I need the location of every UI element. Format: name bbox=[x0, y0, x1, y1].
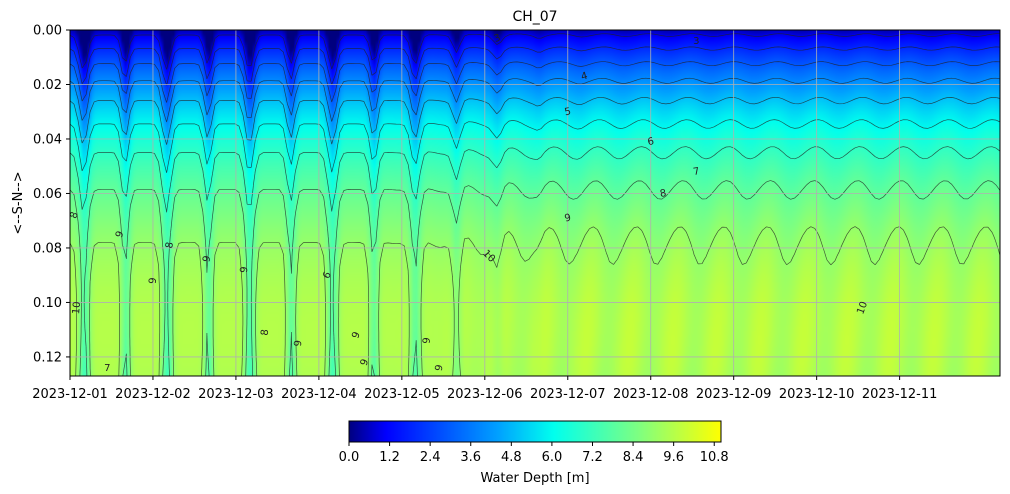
x-tick-label: 2023-12-08 bbox=[613, 387, 689, 402]
x-axis: 2023-12-01 2023-12-02 2023-12-03 2023-12-04… bbox=[32, 376, 937, 402]
contour-line-3 bbox=[70, 61, 1000, 103]
colorbar-tick-label: 3.6 bbox=[460, 450, 481, 465]
grid-lines bbox=[70, 30, 1000, 376]
y-tick-label: 0.08 bbox=[33, 241, 62, 256]
contour-line-2 bbox=[70, 46, 1000, 86]
colorbar-ticks: 0.0 1.2 2.4 3.6 4.8 6.0 7.2 8.4 9.6 10.8 bbox=[339, 442, 729, 465]
contour-label: 4 bbox=[580, 71, 589, 83]
x-tick-label: 2023-12-06 bbox=[447, 387, 523, 402]
y-tick-label: 0.10 bbox=[33, 296, 62, 311]
contour-label: 5 bbox=[564, 106, 573, 118]
colorbar-tick-label: 6.0 bbox=[542, 450, 563, 465]
y-axis: 0.00 0.02 0.04 0.06 0.08 0.10 0.12 bbox=[33, 24, 70, 365]
colorbar-label: Water Depth [m] bbox=[480, 471, 589, 486]
colorbar-tick-label: 4.8 bbox=[501, 450, 522, 465]
contour-label: 8 bbox=[659, 188, 667, 200]
x-tick-label: 2023-12-07 bbox=[530, 387, 606, 402]
contour-label: 3 bbox=[693, 36, 699, 47]
contour-label: 9 bbox=[293, 340, 305, 347]
contour-label: 9 bbox=[434, 364, 446, 372]
colorbar-tick-label: 8.4 bbox=[623, 450, 644, 465]
contour-label: 7 bbox=[692, 166, 700, 178]
contour-label: 9 bbox=[201, 255, 213, 263]
contour-label: 9 bbox=[421, 337, 433, 344]
x-tick-label: 2023-12-01 bbox=[32, 387, 108, 402]
contour-label: 8 bbox=[68, 211, 81, 221]
colorbar-tick-label: 9.6 bbox=[663, 450, 684, 465]
y-tick-label: 0.12 bbox=[33, 350, 62, 365]
contour-label: 9 bbox=[564, 212, 573, 224]
colorbar-tick-label: 0.0 bbox=[339, 450, 360, 465]
x-tick-label: 2023-12-04 bbox=[281, 387, 357, 402]
colorbar-tick-label: 7.2 bbox=[582, 450, 603, 465]
colorbar-tick-label: 2.4 bbox=[420, 450, 441, 465]
x-tick-label: 2023-12-02 bbox=[115, 387, 191, 402]
colorbar-gradient bbox=[348, 420, 722, 443]
y-tick-label: 0.00 bbox=[33, 24, 62, 39]
contour-line-5 bbox=[70, 96, 1000, 145]
contour-line-6 bbox=[70, 119, 1000, 173]
contour-lines bbox=[70, 33, 1000, 376]
contour-label: 9 bbox=[350, 330, 363, 340]
contour-line-1 bbox=[70, 33, 1000, 70]
colorbar-tick-label: 1.2 bbox=[379, 450, 400, 465]
contour-label: 3 bbox=[493, 32, 503, 45]
contour-label: 9 bbox=[239, 266, 251, 273]
y-tick-label: 0.02 bbox=[33, 78, 62, 93]
contour-label: 6 bbox=[321, 270, 334, 280]
x-tick-label: 2023-12-11 bbox=[862, 387, 938, 402]
contour-label: 8 bbox=[260, 329, 272, 336]
contour-line-8 bbox=[70, 180, 1000, 376]
contour-label: 6 bbox=[647, 136, 656, 148]
contour-label: 8 bbox=[164, 241, 176, 249]
contour-label: 10 bbox=[855, 300, 870, 316]
contour-label: 9 bbox=[359, 358, 372, 368]
chart-title: CH_07 bbox=[512, 9, 557, 25]
colorbar: 0.0 1.2 2.4 3.6 4.8 6.0 7.2 8.4 9.6 10.8 Water De… bbox=[339, 420, 729, 486]
plot-frame bbox=[69, 29, 1001, 377]
x-tick-label: 2023-12-09 bbox=[696, 387, 772, 402]
colorbar-tick-label: 10.8 bbox=[700, 450, 729, 465]
x-tick-label: 2023-12-10 bbox=[779, 387, 855, 402]
y-axis-label: <--S-N--> bbox=[11, 171, 26, 234]
x-tick-label: 2023-12-03 bbox=[198, 387, 274, 402]
contour-label: 10 bbox=[71, 301, 83, 315]
y-tick-label: 0.04 bbox=[33, 132, 62, 147]
x-tick-label: 2023-12-05 bbox=[364, 387, 440, 402]
contour-label: 9 bbox=[114, 230, 127, 240]
contour-label: 7 bbox=[104, 363, 110, 374]
contour-label: 9 bbox=[148, 277, 160, 284]
contour-line-7 bbox=[70, 146, 1000, 213]
y-tick-label: 0.06 bbox=[33, 187, 62, 202]
heatmap-image bbox=[70, 30, 1000, 376]
